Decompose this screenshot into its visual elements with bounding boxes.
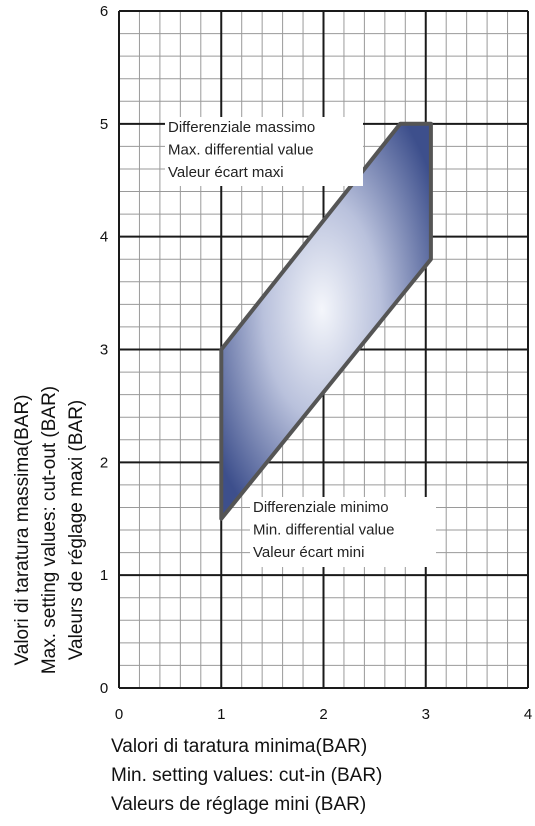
x-tick-label: 4 <box>524 706 532 723</box>
differential-region <box>219 121 433 521</box>
y-tick-label: 4 <box>100 229 108 246</box>
x-axis-label: Valeurs de réglage mini (BAR) <box>111 794 366 815</box>
min-differential-text: Min. differential value <box>253 522 394 539</box>
x-axis-label: Valori di taratura minima(BAR) <box>111 736 367 757</box>
y-axis-label: Valeurs de réglage maxi (BAR) <box>66 400 87 660</box>
x-tick-label: 2 <box>319 706 327 723</box>
y-axis-label: Max. setting values: cut-out (BAR) <box>39 386 60 674</box>
annotations: Differenziale massimo Max. differential v… <box>165 117 436 567</box>
max-differential-text: Differenziale massimo <box>168 119 315 136</box>
min-differential-label-bg <box>250 497 436 567</box>
x-tick-label: 1 <box>217 706 225 723</box>
axis-labels: Valori di taratura minima(BAR) Min. setti… <box>12 386 382 815</box>
region-layer <box>219 121 433 521</box>
y-axis-label: Valori di taratura massima(BAR) <box>12 394 33 665</box>
y-tick-label: 5 <box>100 116 108 133</box>
tick-labels: 0 1 2 3 4 0 1 2 3 4 5 6 <box>100 3 532 723</box>
min-differential-text: Differenziale minimo <box>253 499 389 516</box>
max-differential-text: Max. differential value <box>168 142 314 159</box>
max-differential-text: Valeur écart maxi <box>168 164 284 181</box>
max-differential-label-bg <box>165 117 363 186</box>
y-tick-label: 3 <box>100 342 108 359</box>
x-tick-label: 0 <box>115 706 123 723</box>
x-axis-label: Min. setting values: cut-in (BAR) <box>111 765 382 786</box>
x-tick-label: 3 <box>422 706 430 723</box>
y-tick-label: 2 <box>100 454 108 471</box>
min-differential-text: Valeur écart mini <box>253 544 364 561</box>
y-tick-label: 1 <box>100 567 108 584</box>
y-tick-label: 0 <box>100 680 108 697</box>
y-tick-label: 6 <box>100 3 108 20</box>
